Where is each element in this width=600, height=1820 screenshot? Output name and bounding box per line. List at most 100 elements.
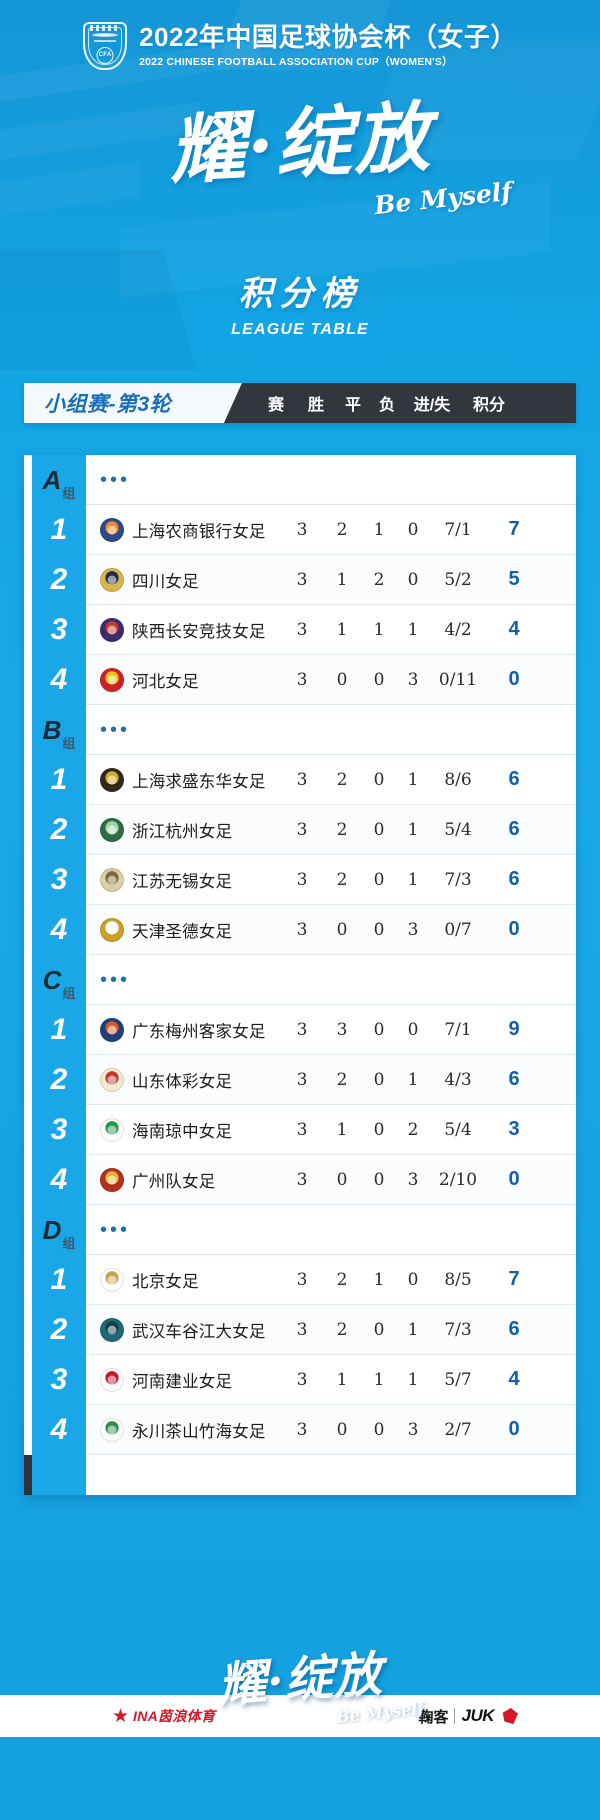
poster-header: CFA 2022年中国足球协会杯（女子） 2022 CHINESE FOOTBA… — [0, 0, 600, 339]
table-row[interactable]: 1 上海农商银行女足 3 2 1 0 7/1 7 — [24, 505, 576, 555]
rank-cell: 2 — [32, 555, 86, 605]
group-dots-icon: ••• — [100, 468, 131, 491]
stat-points: 0 — [508, 1418, 520, 1440]
stat-won: 2 — [336, 1319, 348, 1340]
stat-lost: 1 — [407, 1369, 419, 1390]
group-letter: A — [42, 465, 62, 495]
row-body: 武汉车谷江大女足 3 2 0 1 7/3 6 — [86, 1305, 576, 1355]
table-row[interactable]: 1 上海求盛东华女足 3 2 0 1 8/6 6 — [24, 755, 576, 805]
stat-drawn: 1 — [373, 519, 385, 540]
stat-won: 2 — [336, 1269, 348, 1290]
stat-played: 3 — [296, 1369, 308, 1390]
stat-points: 9 — [508, 1018, 520, 1040]
stat-drawn: 0 — [373, 1319, 385, 1340]
team-name: 河北女足 — [132, 672, 199, 691]
table-row[interactable]: 1 北京女足 3 2 1 0 8/5 7 — [24, 1255, 576, 1305]
rank-cell: 1 — [32, 1255, 86, 1305]
stat-points: 6 — [508, 818, 520, 840]
stat-played: 3 — [296, 1269, 308, 1290]
rank-cell: 1 — [32, 1005, 86, 1055]
stat-won: 2 — [336, 1069, 348, 1090]
stat-goals: 7/3 — [444, 1319, 472, 1340]
stat-won: 2 — [336, 869, 348, 890]
group-header-row: B 组 ••• — [24, 705, 576, 755]
cfa-title-row: CFA 2022年中国足球协会杯（女子） 2022 CHINESE FOOTBA… — [0, 22, 600, 70]
stat-points: 0 — [508, 1168, 520, 1190]
stat-goals: 5/7 — [444, 1369, 472, 1390]
stat-goals: 0/7 — [444, 919, 472, 940]
stat-won: 1 — [336, 619, 348, 640]
group-dots-icon: ••• — [100, 1218, 131, 1241]
stat-lost: 1 — [407, 819, 419, 840]
stat-drawn: 0 — [373, 1169, 385, 1190]
stat-won: 0 — [336, 669, 348, 690]
table-row[interactable]: 3 河南建业女足 3 1 1 1 5/7 4 — [24, 1355, 576, 1405]
table-row[interactable]: 2 浙江杭州女足 3 2 0 1 5/4 6 — [24, 805, 576, 855]
row-body: 浙江杭州女足 3 2 0 1 5/4 6 — [86, 805, 576, 855]
group-header-body: ••• — [86, 705, 576, 755]
stat-points: 7 — [508, 1268, 520, 1290]
team-crest-icon — [100, 1067, 124, 1092]
group-suffix: 组 — [62, 736, 76, 751]
row-body: 山东体彩女足 3 2 0 1 4/3 6 — [86, 1055, 576, 1105]
stat-played: 3 — [296, 1169, 308, 1190]
table-row[interactable]: 1 广东梅州客家女足 3 3 0 0 7/1 9 — [24, 1005, 576, 1055]
table-row[interactable]: 4 广州队女足 3 0 0 3 2/10 0 — [24, 1155, 576, 1205]
table-row[interactable]: 4 永川茶山竹海女足 3 0 0 3 2/7 0 — [24, 1405, 576, 1455]
stat-lost: 1 — [407, 769, 419, 790]
rank-cell: 1 — [32, 755, 86, 805]
team-name: 广东梅州客家女足 — [132, 1022, 266, 1041]
stat-lost: 3 — [407, 669, 419, 690]
stat-played: 3 — [296, 519, 308, 540]
stat-played: 3 — [296, 1319, 308, 1340]
stat-points: 4 — [508, 618, 520, 640]
stat-points: 5 — [508, 568, 520, 590]
team-crest-icon — [100, 1267, 124, 1292]
stat-goals: 7/3 — [444, 869, 472, 890]
stat-drawn: 0 — [373, 669, 385, 690]
hero-slogan-cn: 耀·绽放 — [166, 92, 434, 195]
event-title-en: 2022 CHINESE FOOTBALL ASSOCIATION CUP（WO… — [139, 56, 453, 69]
stat-lost: 2 — [407, 1119, 419, 1140]
table-row[interactable]: 4 河北女足 3 0 0 3 0/11 0 — [24, 655, 576, 705]
stat-lost: 3 — [407, 1419, 419, 1440]
rank-cell: 4 — [32, 1155, 86, 1205]
team-name: 北京女足 — [132, 1272, 199, 1291]
team-name: 陕西长安竞技女足 — [132, 622, 266, 641]
col-header-goals: 进/失 — [413, 397, 451, 414]
stat-goals: 7/1 — [444, 519, 472, 540]
table-row[interactable]: 2 四川女足 3 1 2 0 5/2 5 — [24, 555, 576, 605]
cfa-logo-icon: CFA — [83, 22, 128, 70]
juk-mark-icon — [502, 1708, 518, 1724]
team-crest-icon — [100, 1167, 124, 1192]
row-body: 海南琼中女足 3 1 0 2 5/4 3 — [86, 1105, 576, 1155]
col-header-points: 积分 — [472, 397, 505, 414]
stat-points: 7 — [508, 518, 520, 540]
stat-goals: 5/4 — [444, 1119, 472, 1140]
table-row[interactable]: 3 陕西长安竞技女足 3 1 1 1 4/2 4 — [24, 605, 576, 655]
table-row[interactable]: 3 江苏无锡女足 3 2 0 1 7/3 6 — [24, 855, 576, 905]
stat-goals: 7/1 — [444, 1019, 472, 1040]
stat-columns-bar: 赛 胜 平 负 进/失 积分 — [224, 383, 576, 423]
stat-goals: 2/7 — [444, 1419, 472, 1440]
team-crest-icon — [100, 517, 124, 542]
stat-lost: 0 — [407, 519, 419, 540]
team-name: 河南建业女足 — [132, 1372, 233, 1391]
group-dots-icon: ••• — [100, 718, 131, 741]
footer-slogan-cn: 耀·绽放 — [216, 1646, 385, 1714]
group-suffix: 组 — [62, 986, 76, 1001]
team-name: 武汉车谷江大女足 — [132, 1322, 266, 1341]
table-row[interactable]: 2 武汉车谷江大女足 3 2 0 1 7/3 6 — [24, 1305, 576, 1355]
team-crest-icon — [100, 1117, 124, 1142]
stat-lost: 1 — [407, 1069, 419, 1090]
table-row[interactable]: 2 山东体彩女足 3 2 0 1 4/3 6 — [24, 1055, 576, 1105]
group-header-row: D 组 ••• — [24, 1205, 576, 1255]
stat-goals: 5/4 — [444, 819, 472, 840]
table-row[interactable]: 3 海南琼中女足 3 1 0 2 5/4 3 — [24, 1105, 576, 1155]
team-crest-icon — [100, 867, 124, 892]
rank-cell: 3 — [32, 1105, 86, 1155]
table-row[interactable]: 4 天津圣德女足 3 0 0 3 0/7 0 — [24, 905, 576, 955]
row-body: 天津圣德女足 3 0 0 3 0/7 0 — [86, 905, 576, 955]
